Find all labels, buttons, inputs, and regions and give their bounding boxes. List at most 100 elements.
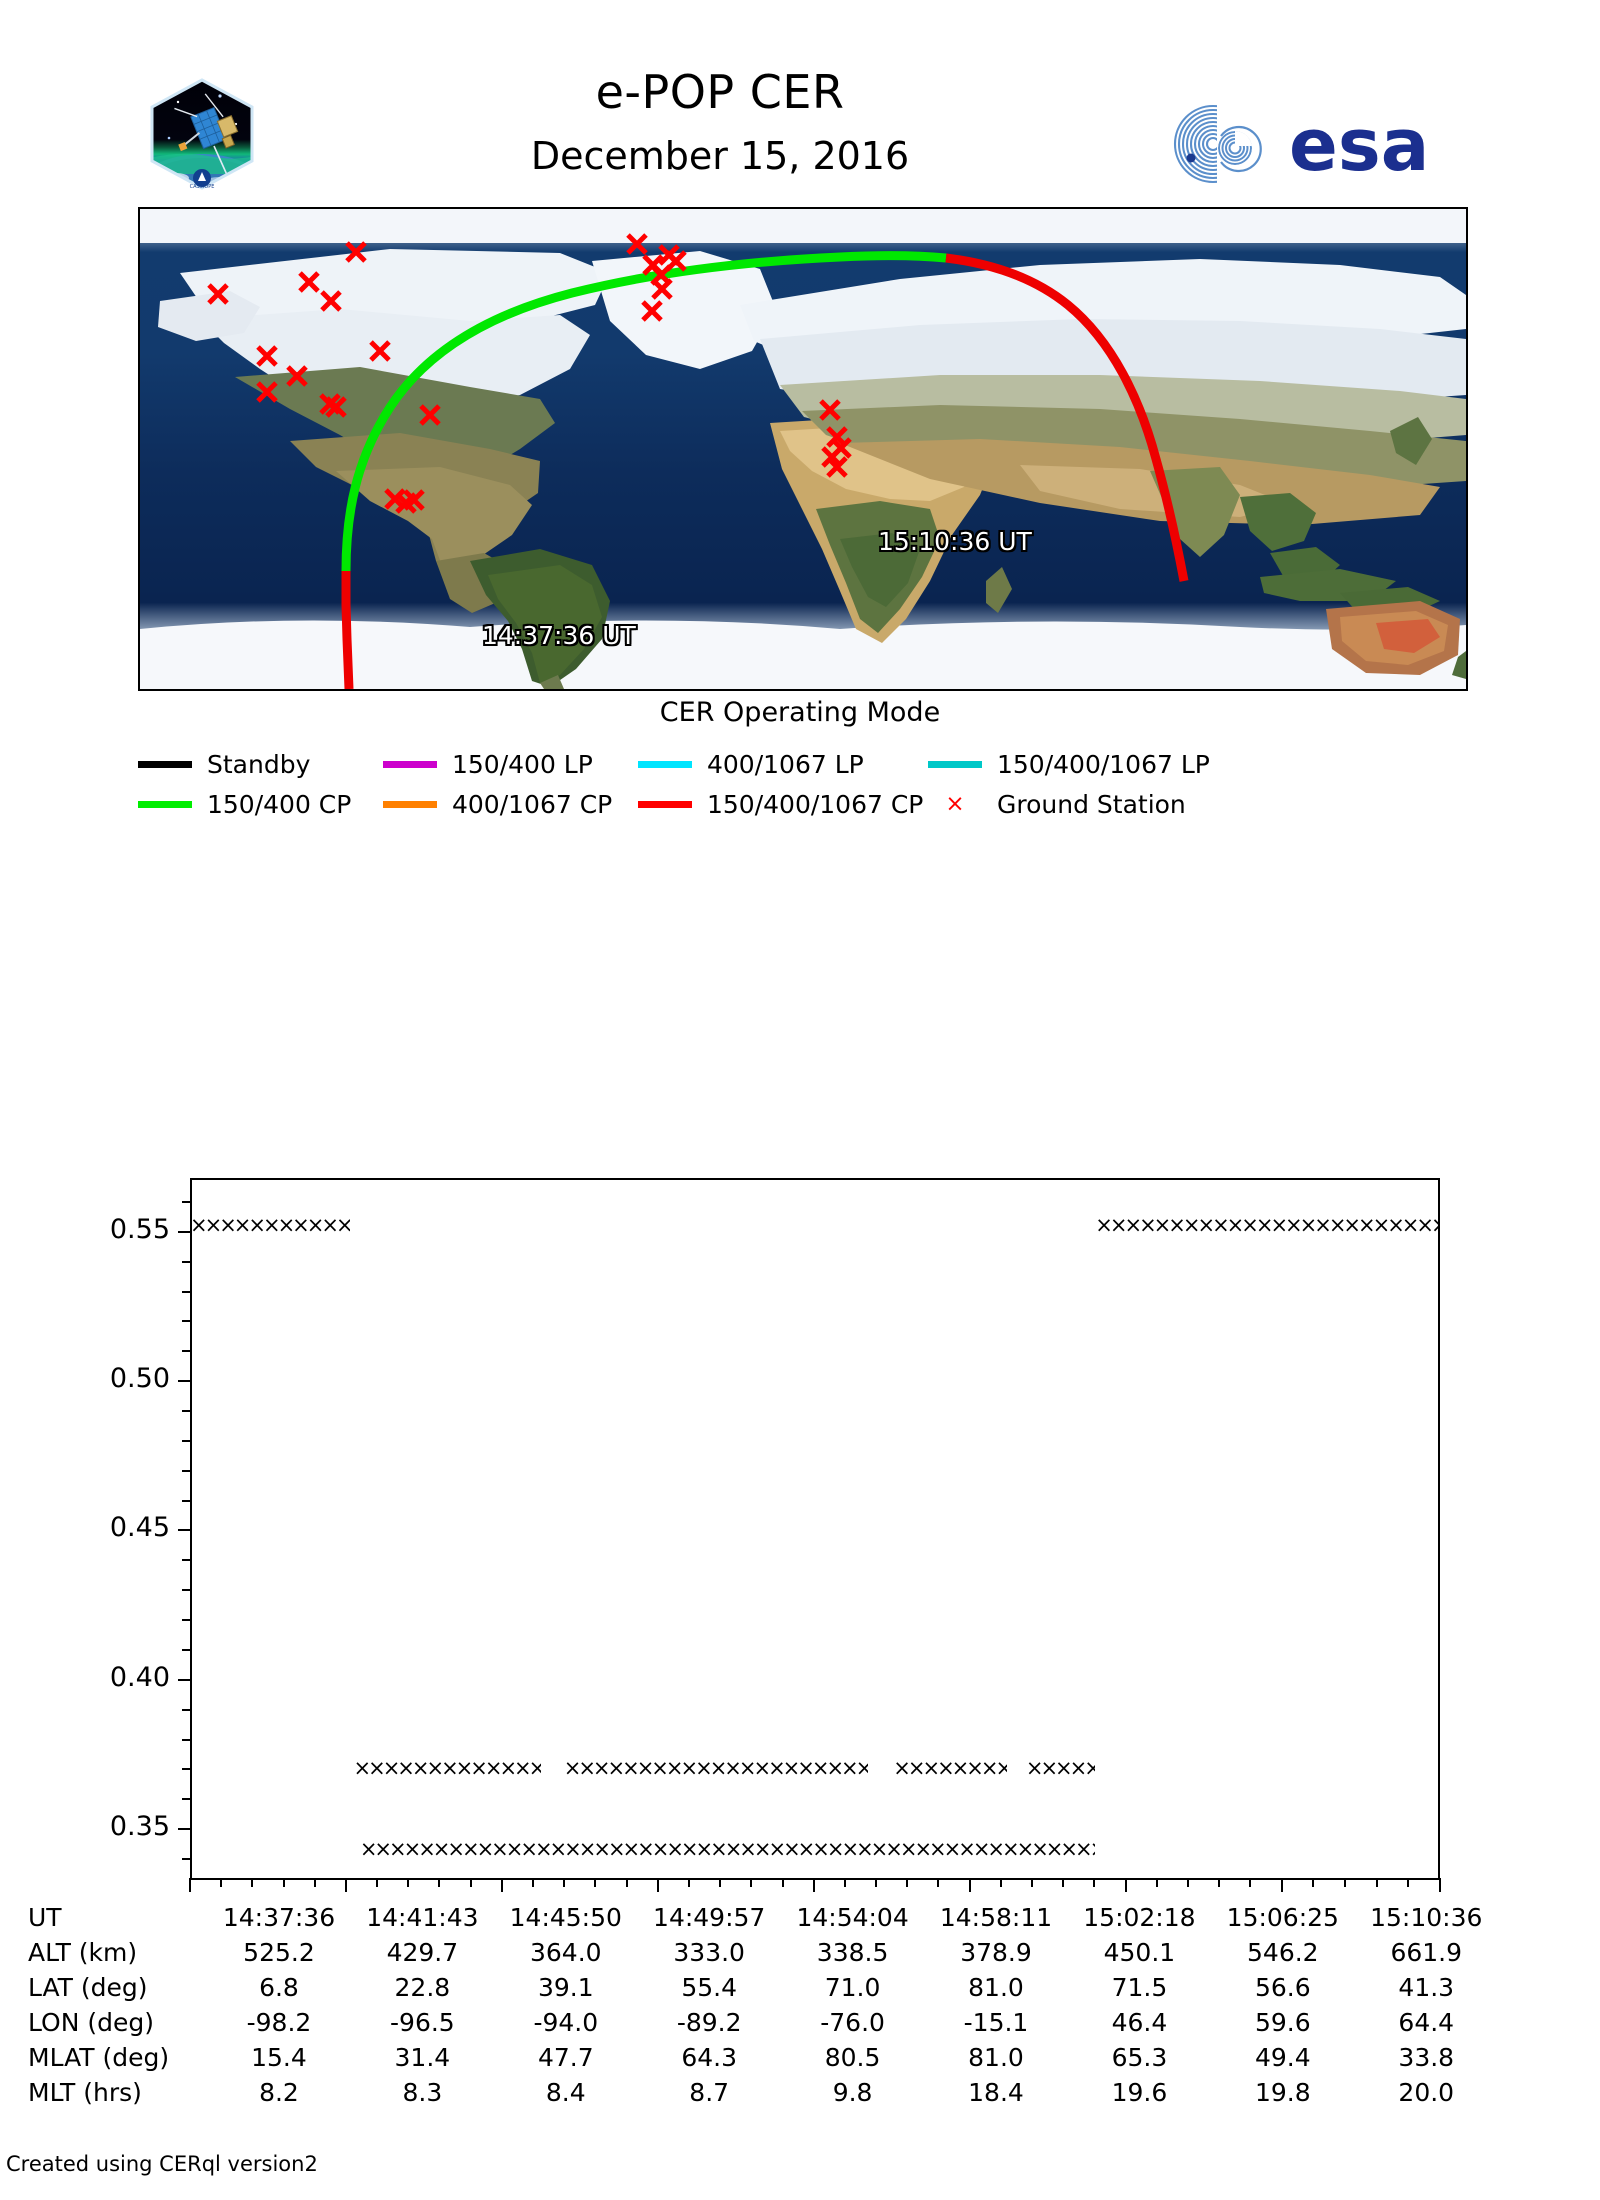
y-axis-minor-tick <box>182 1350 190 1353</box>
x-axis-minor-tick <box>1155 1878 1158 1887</box>
table-cell: 14:45:50 <box>509 1903 622 1932</box>
legend-item-150-400-1067-cp[interactable]: 150/400/1067 CP <box>638 785 923 823</box>
x-axis-tick <box>500 1878 503 1892</box>
landmass-north-america <box>158 249 776 613</box>
orbit-parameters-table: UT 14:37:36 14:41:43 14:45:50 14:49:57 14:54:… <box>28 1900 1498 2110</box>
legend-item-label: Ground Station <box>997 789 1186 819</box>
legend-item-ground-station[interactable]: × Ground Station <box>928 785 1186 823</box>
table-cell: 80.5 <box>824 2043 881 2072</box>
table-cell: 71.0 <box>824 1973 881 2002</box>
y-axis-minor-tick <box>182 1290 190 1293</box>
world-map-canvas <box>140 209 1466 689</box>
table-cell: -89.2 <box>676 2008 742 2037</box>
x-axis-tick <box>812 1878 815 1892</box>
y-axis-minor-tick <box>182 1858 190 1861</box>
data-marker-run: ××××××××××××××××××××××××××××××××××××××××… <box>359 1838 1096 1861</box>
y-axis-tick-label: 0.35 <box>109 1811 170 1843</box>
esa-wordmark: esa <box>1289 103 1429 184</box>
table-cell: 15:10:36 <box>1370 1903 1483 1932</box>
y-axis-tick <box>178 1380 190 1383</box>
table-row: MLAT (deg) 15.4 31.4 47.7 64.3 80.5 81.0 65.3 49… <box>28 2040 1498 2075</box>
ground-station-x-marker <box>651 278 673 300</box>
table-cell: 14:41:43 <box>366 1903 479 1932</box>
table-row: MLT (hrs) 8.2 8.3 8.4 8.7 9.8 18.4 19.6 19.8 20.0 <box>28 2075 1498 2110</box>
map-start-time-label: 14:37:36 UT <box>482 621 636 650</box>
world-map-panel[interactable]: 14:37:36 UT 15:10:36 UT <box>138 207 1468 691</box>
landmass-australia <box>1326 601 1466 679</box>
y-axis-minor-tick <box>182 1260 190 1263</box>
x-axis-minor-tick <box>1312 1878 1315 1887</box>
table-cell: -94.0 <box>533 2008 599 2037</box>
footer-credit: Created using CERql version2 <box>6 2152 318 2176</box>
x-axis-tick <box>1280 1878 1283 1892</box>
table-cell: 81.0 <box>968 1973 1024 2002</box>
landmass-south-america <box>470 549 610 689</box>
legend-item-standby[interactable]: Standby <box>138 745 310 783</box>
table-cell: 15:06:25 <box>1226 1903 1339 1932</box>
table-cell: 81.0 <box>968 2043 1024 2072</box>
y-axis-minor-tick <box>182 1768 190 1771</box>
y-axis-minor-tick <box>182 1738 190 1741</box>
legend-item-150-400-1067-lp[interactable]: 150/400/1067 LP <box>928 745 1210 783</box>
x-axis-tick <box>1439 1878 1441 1892</box>
x-axis-tick <box>656 1878 659 1892</box>
table-cell: 9.8 <box>832 2078 873 2107</box>
data-marker-run: ××××××××××××××××××××××××××××××××××××××××… <box>1095 1213 1440 1236</box>
legend: Standby 150/400 LP 400/1067 LP 150/400/1067… <box>138 745 1468 825</box>
table-cell: 31.4 <box>394 2043 451 2072</box>
x-axis-tick <box>1124 1878 1127 1892</box>
legend-item-400-1067-lp[interactable]: 400/1067 LP <box>638 745 864 783</box>
y-axis-minor-tick <box>182 1589 190 1592</box>
ground-station-x-marker <box>325 396 347 418</box>
x-axis-minor-tick <box>1186 1878 1189 1887</box>
table-cell: 41.3 <box>1398 1973 1455 2002</box>
legend-item-150-400-lp[interactable]: 150/400 LP <box>383 745 593 783</box>
table-cell: 661.9 <box>1390 1938 1463 1967</box>
y-axis-tick <box>178 1529 190 1532</box>
map-end-time-label: 15:10:36 UT <box>878 527 1032 556</box>
table-row-label: MLT (hrs) <box>28 2078 142 2107</box>
ground-station-x-marker <box>819 399 841 421</box>
x-axis-minor-tick <box>532 1878 535 1887</box>
table-cell: 64.4 <box>1398 2008 1455 2037</box>
y-axis-minor-tick <box>182 1410 190 1412</box>
table-cell: 18.4 <box>968 2078 1024 2107</box>
cer-current-plot[interactable]: ××××××××××× ×××××××××××××××××××××××× ×××××… <box>190 1178 1440 1880</box>
y-axis-tick-label: 0.55 <box>109 1213 170 1245</box>
legend-item-label: 150/400/1067 LP <box>997 749 1210 779</box>
line-swatch <box>638 760 692 768</box>
legend-row-2: 150/400 CP 400/1067 CP 150/400/1067 CP × Gro… <box>138 785 1468 823</box>
x-axis-minor-tick <box>220 1878 223 1887</box>
legend-item-150-400-cp[interactable]: 150/400 CP <box>138 785 351 823</box>
table-row: LAT (deg) 6.8 22.8 39.1 55.4 71.0 81.0 71.5 56.6… <box>28 1970 1498 2005</box>
table-cell: 59.6 <box>1254 2008 1311 2037</box>
table-cell: 546.2 <box>1247 1938 1319 1967</box>
x-axis-minor-tick <box>906 1878 909 1887</box>
table-row-label: ALT (km) <box>28 1938 138 1967</box>
table-cell: 55.4 <box>681 1973 738 2002</box>
table-cell: 8.4 <box>545 2078 586 2107</box>
table-cell: 47.7 <box>537 2043 594 2072</box>
table-cell: 56.6 <box>1254 1973 1311 2002</box>
y-axis-minor-tick <box>182 1798 190 1801</box>
legend-item-label: 150/400/1067 CP <box>707 789 924 819</box>
data-marker-run: ××××××××××××××××××××××××××××××××××××××××… <box>563 1757 869 1780</box>
track-segment-red-start <box>341 571 354 689</box>
table-cell: 15:02:18 <box>1083 1903 1196 1932</box>
data-marker-run: ××××××××××××××××××××××××××× <box>1025 1757 1096 1780</box>
ground-station-x-marker <box>345 241 367 263</box>
page-header: CASSIOPE e-POP CER December 15, 2016 <box>0 0 1600 205</box>
x-axis-minor-tick <box>781 1878 784 1887</box>
legend-item-400-1067-cp[interactable]: 400/1067 CP <box>383 785 612 823</box>
x-axis-tick <box>344 1878 347 1892</box>
x-axis-minor-tick <box>937 1878 940 1887</box>
table-cell: 364.0 <box>529 1938 602 1967</box>
table-cell: 22.8 <box>394 1973 451 2002</box>
y-axis-minor-tick <box>182 1499 190 1502</box>
ground-station-x-marker <box>403 489 425 511</box>
data-marker-run: ××××××××××××××××××××××××××××××××××××××××… <box>190 1213 351 1236</box>
orbit-ground-track <box>341 251 1189 689</box>
table-cell: 19.8 <box>1254 2078 1311 2107</box>
ground-station-x-marker <box>320 290 342 312</box>
x-axis-minor-tick <box>843 1878 846 1887</box>
